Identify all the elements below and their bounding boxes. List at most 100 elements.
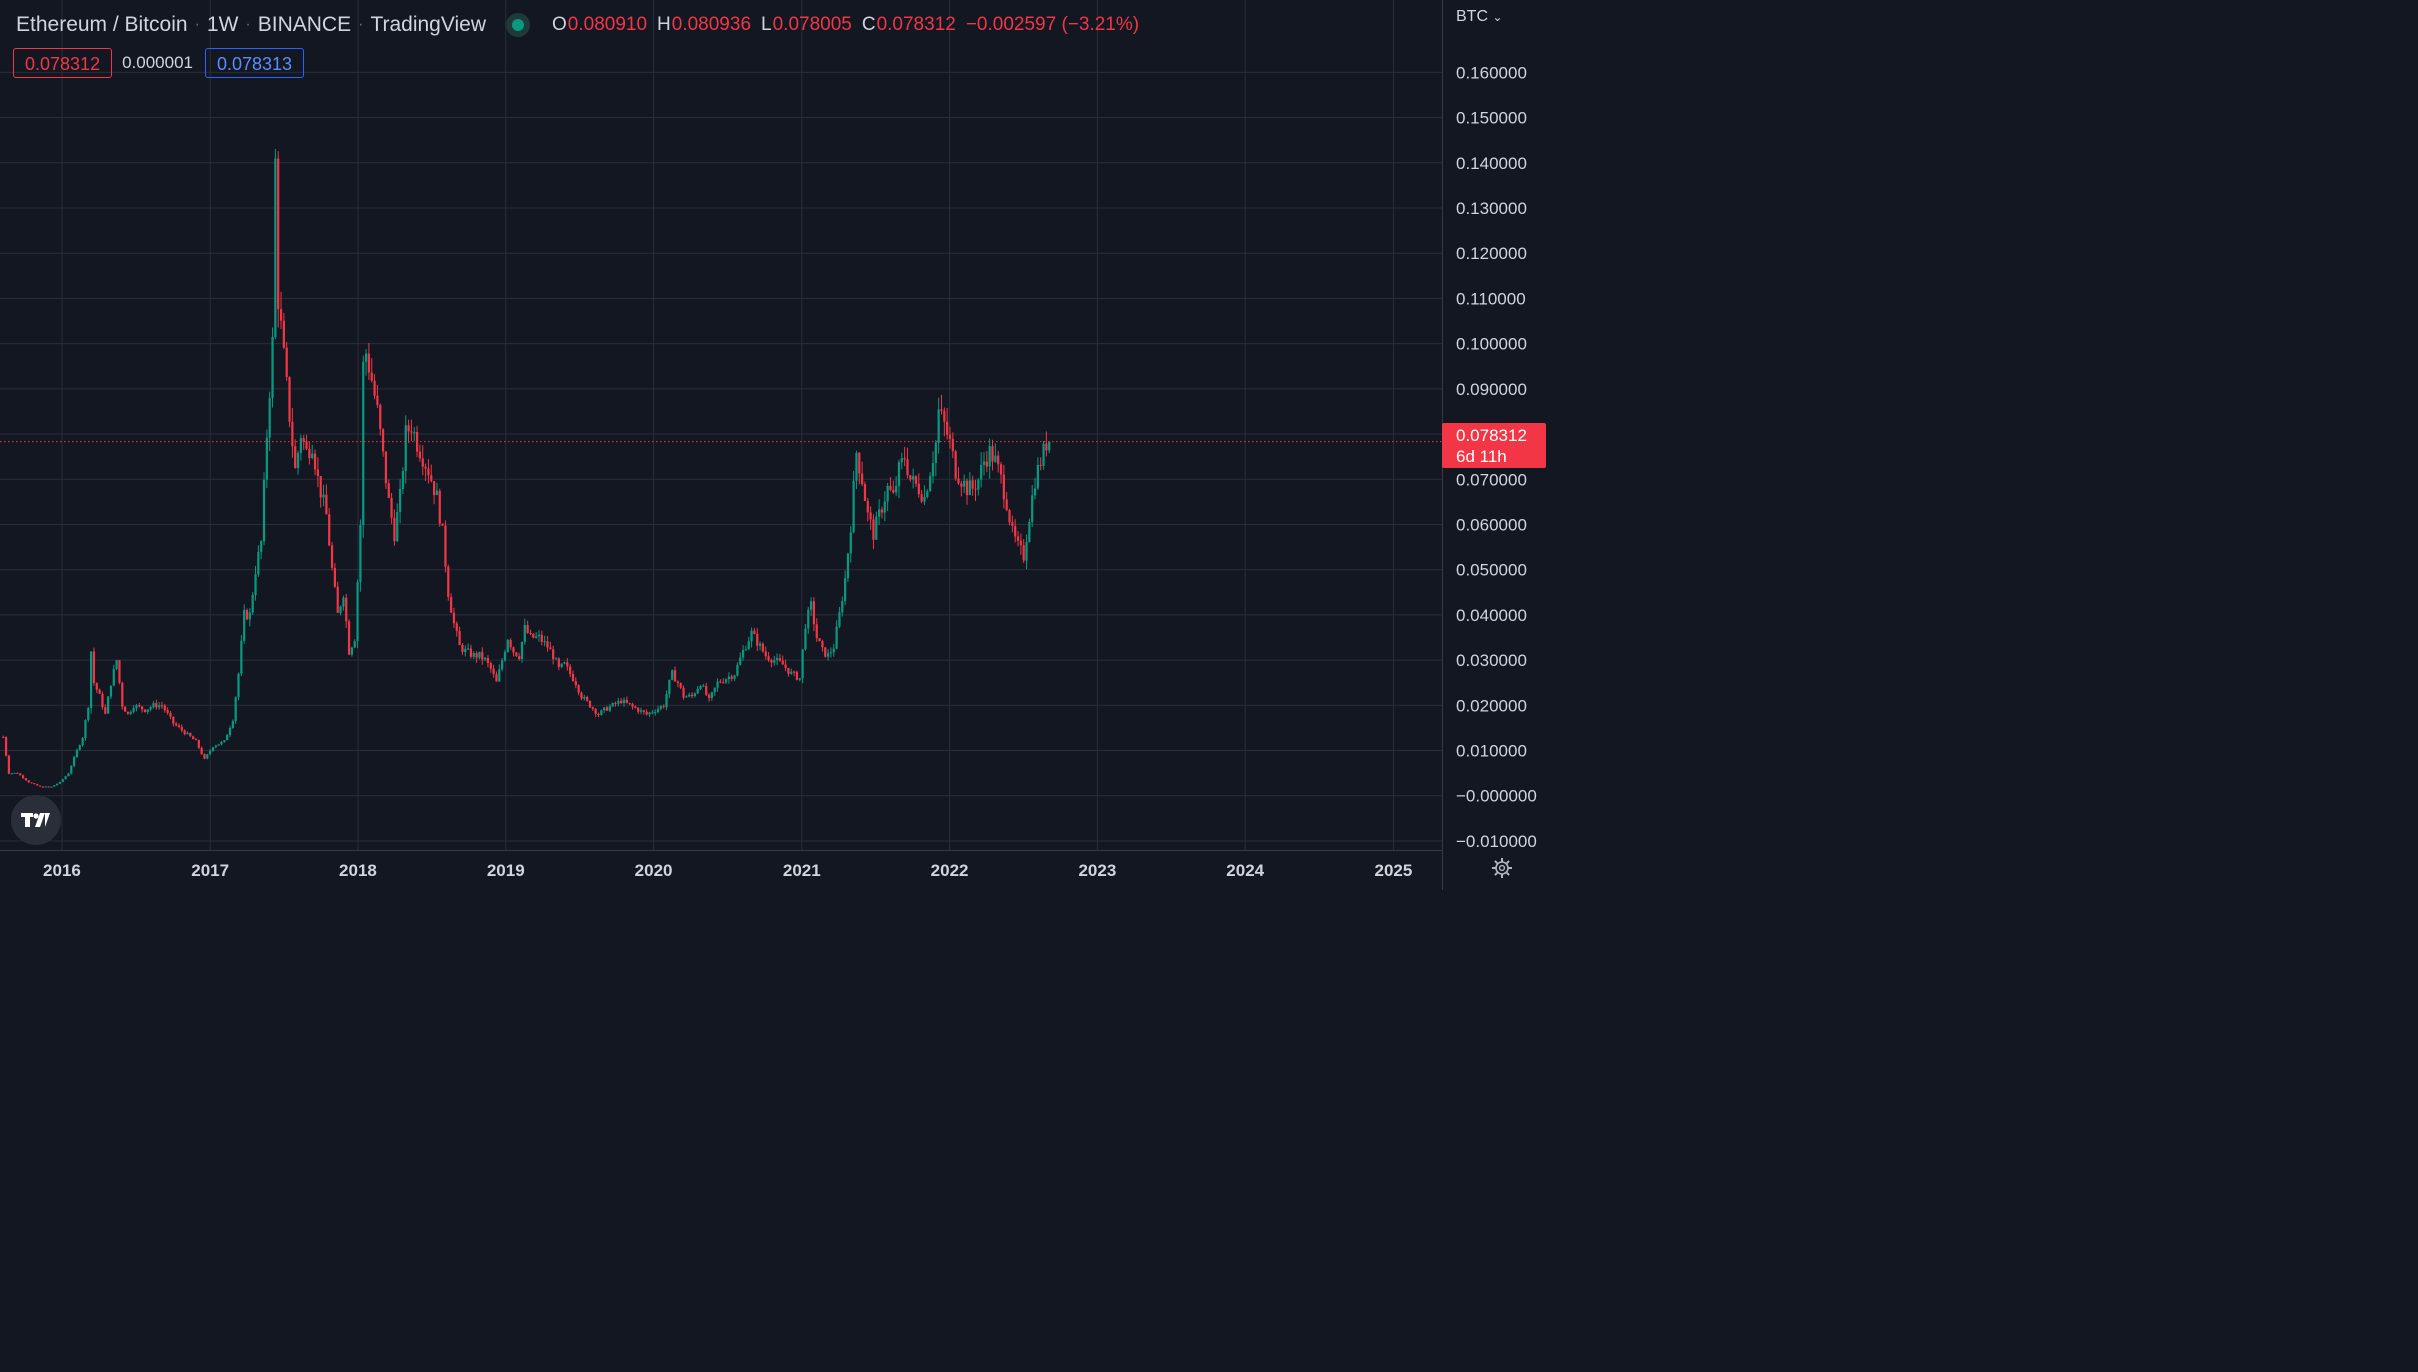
candle-body	[696, 688, 699, 694]
sell-price-badge[interactable]: 0.078312	[13, 48, 113, 78]
candle-body	[801, 649, 804, 679]
candle-body	[492, 668, 495, 675]
interval-label[interactable]: 1W	[206, 13, 239, 36]
x-tick-label: 2022	[931, 861, 969, 880]
candle-body	[486, 657, 490, 664]
candle-body	[923, 496, 926, 502]
buy-price-badge[interactable]: 0.078313	[204, 48, 305, 78]
symbol-legend[interactable]: Ethereum / Bitcoin · 1W · BINANCE · Trad…	[16, 10, 1149, 40]
candle-body	[223, 740, 226, 742]
candle-body	[563, 662, 566, 664]
candle-body	[50, 786, 53, 788]
candle-body	[194, 739, 198, 741]
candle-body	[458, 630, 461, 646]
candle-body	[84, 720, 87, 738]
change-value: −0.002597 (−3.21%)	[965, 14, 1140, 35]
candle-body	[883, 501, 886, 513]
candle-body	[410, 431, 413, 433]
candle-body	[155, 703, 158, 708]
y-tick-label: 0.140000	[1456, 154, 1527, 173]
candle-body	[75, 749, 79, 758]
symbol-name[interactable]: Ethereum / Bitcoin	[16, 13, 188, 36]
candle-body	[33, 783, 36, 785]
candle-body	[549, 647, 552, 650]
candle-body	[815, 624, 818, 639]
currency-selector[interactable]: BTC ⌄	[1456, 8, 1503, 26]
candle-body	[603, 707, 606, 711]
candle-body	[982, 461, 986, 465]
candle-body	[158, 705, 161, 708]
candle-body	[770, 660, 773, 663]
x-tick-label: 2021	[783, 861, 821, 880]
candle-body	[574, 681, 577, 686]
candle-body	[152, 703, 155, 708]
y-tick-label: 0.120000	[1456, 244, 1527, 263]
candle-body	[186, 732, 189, 735]
exchange-label: BINANCE	[257, 13, 352, 36]
candle-body	[841, 601, 844, 613]
candle-body	[727, 676, 731, 680]
candle-body	[985, 461, 988, 467]
candle-body	[478, 651, 481, 658]
candle-body	[274, 158, 277, 338]
trade-badges: 0.078312 0.000001 0.078313	[13, 48, 305, 78]
candle-body	[353, 641, 356, 648]
candlestick-chart[interactable]: 0.160000 0.150000 0.140000 0.130000 0.120000…	[0, 0, 1568, 890]
candle-body	[750, 630, 753, 642]
candle-body	[243, 610, 246, 641]
candle-body	[699, 685, 702, 689]
candle-body	[87, 707, 90, 721]
candle-body	[909, 475, 912, 480]
candle-body	[994, 455, 997, 462]
candle-body	[535, 636, 538, 638]
candle-body	[872, 519, 875, 540]
candle-body	[175, 723, 178, 726]
candle-body	[214, 745, 217, 748]
candle-body	[124, 706, 127, 712]
candle-body	[991, 445, 994, 462]
candle-body	[645, 711, 648, 715]
settings-gear-icon[interactable]	[1491, 857, 1513, 879]
candle-body	[41, 786, 45, 788]
candle-body	[466, 648, 470, 650]
y-tick-label: 0.110000	[1456, 289, 1526, 308]
candle-body	[180, 726, 183, 731]
candle-body	[897, 462, 901, 486]
candle-body	[688, 694, 691, 697]
candle-body	[605, 707, 609, 711]
candle-body	[118, 660, 121, 683]
y-tick-label: 0.010000	[1456, 742, 1527, 761]
candle-body	[668, 679, 671, 695]
candle-body	[509, 639, 512, 648]
candle-body	[441, 523, 444, 526]
candle-body	[651, 712, 654, 714]
candle-body	[1022, 545, 1025, 561]
candle-body	[98, 689, 101, 694]
candle-body	[347, 621, 351, 655]
candle-body	[501, 660, 504, 670]
candle-body	[826, 653, 830, 657]
currency-label: BTC	[1456, 8, 1488, 25]
candle-body	[532, 633, 535, 638]
low-value: 0.078005	[772, 14, 852, 35]
candle-body	[475, 653, 478, 658]
candle-body	[72, 757, 76, 767]
candle-body	[529, 632, 532, 634]
candle-body	[812, 601, 816, 625]
candle-body	[710, 692, 714, 699]
candle-body	[285, 347, 288, 378]
tradingview-logo-icon[interactable]	[11, 795, 61, 845]
candle-body	[912, 476, 915, 480]
candle-body	[257, 551, 260, 575]
candle-body	[662, 706, 665, 708]
x-tick-label: 2024	[1226, 861, 1264, 880]
candle-body	[381, 429, 385, 452]
close-value: 0.078312	[876, 14, 956, 35]
candle-body	[254, 574, 257, 596]
candle-body	[586, 696, 589, 701]
market-status-icon[interactable]	[512, 19, 524, 31]
candle-body	[634, 706, 637, 708]
spread-value: 0.000001	[122, 53, 193, 72]
y-tick-label: 0.090000	[1456, 380, 1527, 399]
candle-body	[713, 687, 716, 693]
